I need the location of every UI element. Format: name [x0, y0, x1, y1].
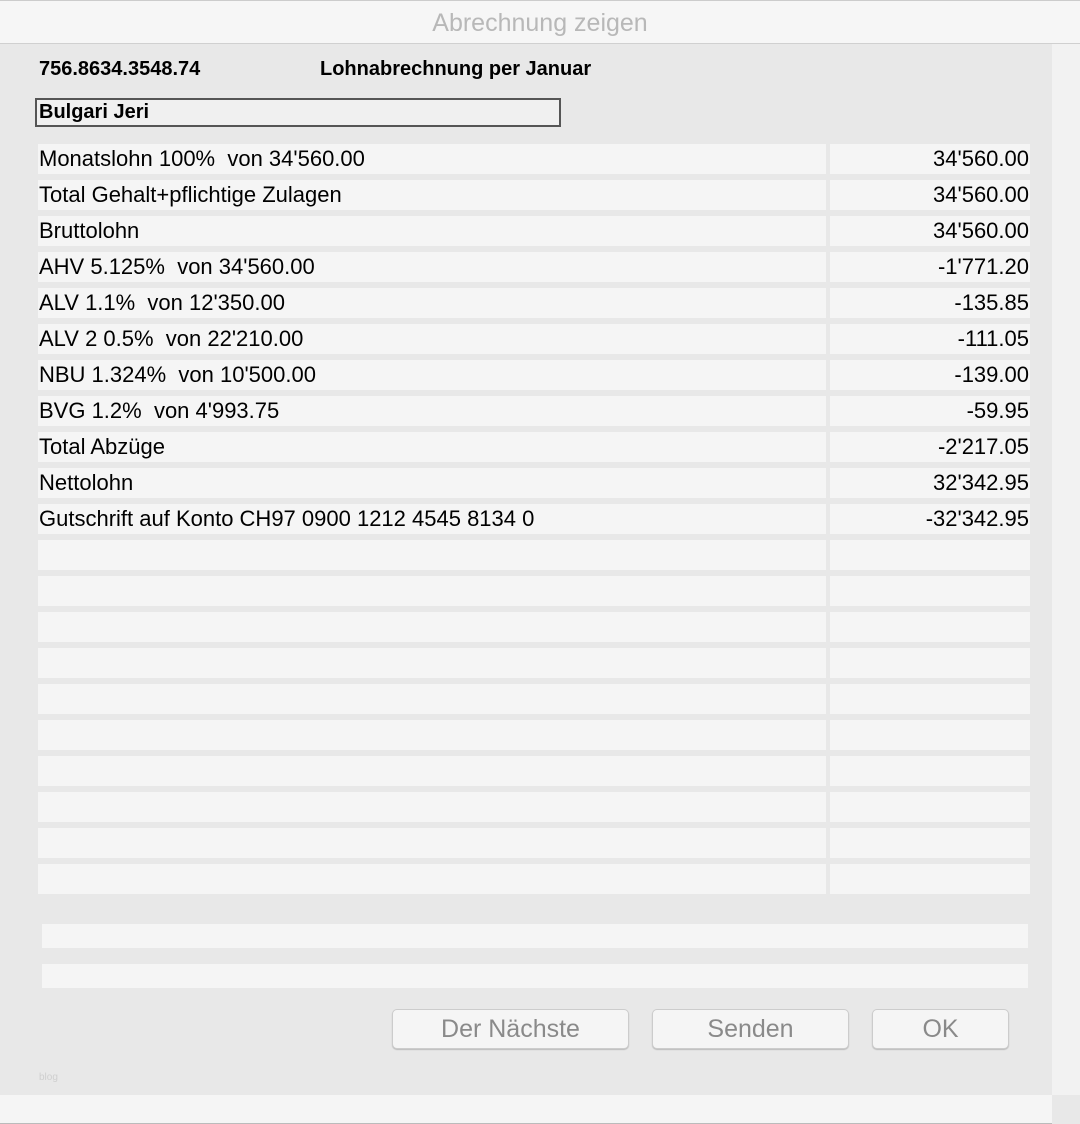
table-row: AHV 5.125% von 34'560.00 -1'771.20	[38, 252, 1030, 282]
row-value: -59.95	[830, 396, 1030, 426]
row-value	[830, 684, 1030, 714]
row-value: 32'342.95	[830, 468, 1030, 498]
row-value: 34'560.00	[830, 144, 1030, 174]
row-label: ALV 1.1% von 12'350.00	[38, 288, 826, 318]
row-value: -135.85	[830, 288, 1030, 318]
table-row: Gutschrift auf Konto CH97 0900 1212 4545…	[38, 504, 1030, 534]
next-button[interactable]: Der Nächste	[392, 1009, 629, 1049]
row-label: NBU 1.324% von 10'500.00	[38, 360, 826, 390]
row-value	[830, 720, 1030, 750]
row-value	[830, 864, 1030, 894]
row-label	[38, 576, 826, 606]
row-label	[38, 756, 826, 786]
row-value: -2'217.05	[830, 432, 1030, 462]
row-label: Total Abzüge	[38, 432, 826, 462]
row-label	[38, 828, 826, 858]
page-title: Lohnabrechnung per Januar	[320, 58, 592, 80]
row-label: AHV 5.125% von 34'560.00	[38, 252, 826, 282]
row-value: -139.00	[830, 360, 1030, 390]
table-row: Total Abzüge -2'217.05	[38, 432, 1030, 462]
row-label	[38, 864, 826, 894]
row-label: ALV 2 0.5% von 22'210.00	[38, 324, 826, 354]
ahv-number: 756.8634.3548.74	[39, 58, 201, 80]
scrollbar[interactable]	[1052, 44, 1080, 1095]
row-label: Total Gehalt+pflichtige Zulagen	[38, 180, 826, 210]
row-value: 34'560.00	[830, 216, 1030, 246]
row-label	[38, 720, 826, 750]
row-value: -1'771.20	[830, 252, 1030, 282]
horizontal-scrollbar[interactable]	[0, 1095, 1052, 1124]
row-label	[38, 792, 826, 822]
row-label	[38, 540, 826, 570]
table-row: BVG 1.2% von 4'993.75 -59.95	[38, 396, 1030, 426]
table-row	[38, 756, 1030, 786]
row-value	[830, 612, 1030, 642]
ok-button[interactable]: OK	[872, 1009, 1009, 1049]
row-label	[38, 648, 826, 678]
window-title: Abrechnung zeigen	[0, 0, 1080, 44]
row-value: 34'560.00	[830, 180, 1030, 210]
table-row	[38, 828, 1030, 858]
table-row	[38, 612, 1030, 642]
row-value	[830, 828, 1030, 858]
row-value	[830, 540, 1030, 570]
table-row	[38, 864, 1030, 894]
row-value	[830, 792, 1030, 822]
watermark: blog	[39, 1072, 58, 1083]
table-row	[38, 792, 1030, 822]
row-value: -111.05	[830, 324, 1030, 354]
table-row: Monatslohn 100% von 34'560.00 34'560.00	[38, 144, 1030, 174]
row-value	[830, 648, 1030, 678]
row-label: Bruttolohn	[38, 216, 826, 246]
table-row: Bruttolohn 34'560.00	[38, 216, 1030, 246]
table-row	[38, 540, 1030, 570]
row-label: BVG 1.2% von 4'993.75	[38, 396, 826, 426]
note-field-1[interactable]	[42, 924, 1028, 948]
employee-name-field[interactable]: Bulgari Jeri	[35, 98, 561, 127]
row-label: Monatslohn 100% von 34'560.00	[38, 144, 826, 174]
table-row	[38, 648, 1030, 678]
table-row: Total Gehalt+pflichtige Zulagen 34'560.00	[38, 180, 1030, 210]
table-row: NBU 1.324% von 10'500.00 -139.00	[38, 360, 1030, 390]
table-row	[38, 576, 1030, 606]
scroll-corner	[1052, 1095, 1080, 1124]
row-label	[38, 684, 826, 714]
row-label: Gutschrift auf Konto CH97 0900 1212 4545…	[38, 504, 826, 534]
note-field-2[interactable]	[42, 964, 1028, 988]
table-row	[38, 684, 1030, 714]
send-button[interactable]: Senden	[652, 1009, 849, 1049]
row-label	[38, 612, 826, 642]
table-row: Nettolohn 32'342.95	[38, 468, 1030, 498]
row-value: -32'342.95	[830, 504, 1030, 534]
row-value	[830, 756, 1030, 786]
row-value	[830, 576, 1030, 606]
row-label: Nettolohn	[38, 468, 826, 498]
table-row: ALV 1.1% von 12'350.00 -135.85	[38, 288, 1030, 318]
table-row: ALV 2 0.5% von 22'210.00 -111.05	[38, 324, 1030, 354]
table-row	[38, 720, 1030, 750]
